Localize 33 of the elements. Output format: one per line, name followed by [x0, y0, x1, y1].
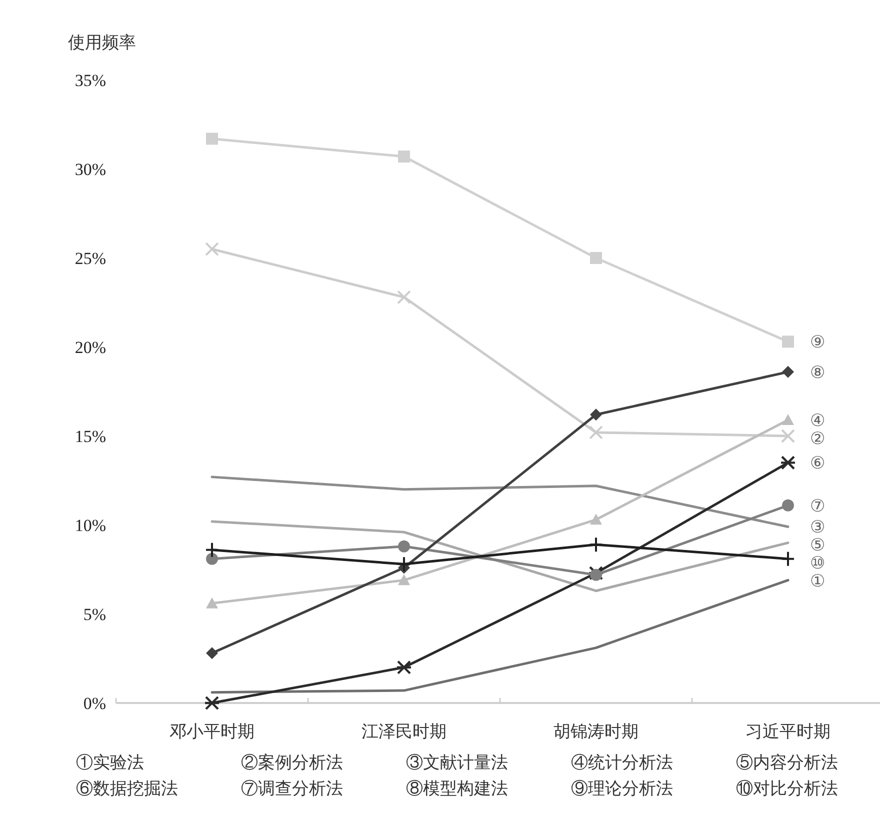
text: ⑤内容分析法: [736, 753, 838, 772]
y-tick-label: 0%: [83, 694, 106, 713]
text: ②案例分析法: [241, 753, 343, 772]
series-label: ⑨: [810, 332, 825, 352]
x-tick-label: 习近平时期: [746, 722, 830, 741]
y-tick-label: 35%: [74, 70, 106, 90]
x-tick-label: 邓小平时期: [170, 722, 254, 741]
series-label: ①: [810, 572, 825, 591]
series-label: ⑤: [810, 536, 825, 555]
x-tick-label: 江泽民时期: [362, 722, 446, 741]
y-tick-label: 15%: [74, 426, 106, 446]
text: ⑥数据挖掘法: [76, 779, 178, 798]
series-label: ④: [810, 410, 825, 430]
series-label: ③: [810, 518, 825, 537]
series-label: ⑧: [810, 362, 825, 382]
series-label: ⑦: [810, 496, 825, 516]
x-tick-label: 胡锦涛时期: [554, 722, 638, 741]
text: ③文献计量法: [406, 753, 508, 772]
y-tick-label: 10%: [74, 516, 106, 535]
y-tick-label: 20%: [74, 338, 106, 357]
text: ④统计分析法: [571, 753, 673, 772]
y-axis-title: 使用频率: [68, 33, 136, 52]
series-label: ②: [810, 428, 825, 448]
text: ⑦调查分析法: [241, 779, 343, 798]
text: ⑧模型构建法: [406, 779, 508, 798]
text: ⑨理论分析法: [571, 779, 673, 798]
text: ⑩对比分析法: [736, 779, 838, 798]
y-tick-label: 30%: [74, 160, 106, 179]
series-label: ⑥: [810, 454, 825, 473]
text: ①实验法: [76, 753, 144, 772]
y-tick-label: 5%: [83, 604, 106, 624]
series-label: ⑩: [810, 554, 825, 573]
y-tick-label: 25%: [74, 248, 106, 268]
